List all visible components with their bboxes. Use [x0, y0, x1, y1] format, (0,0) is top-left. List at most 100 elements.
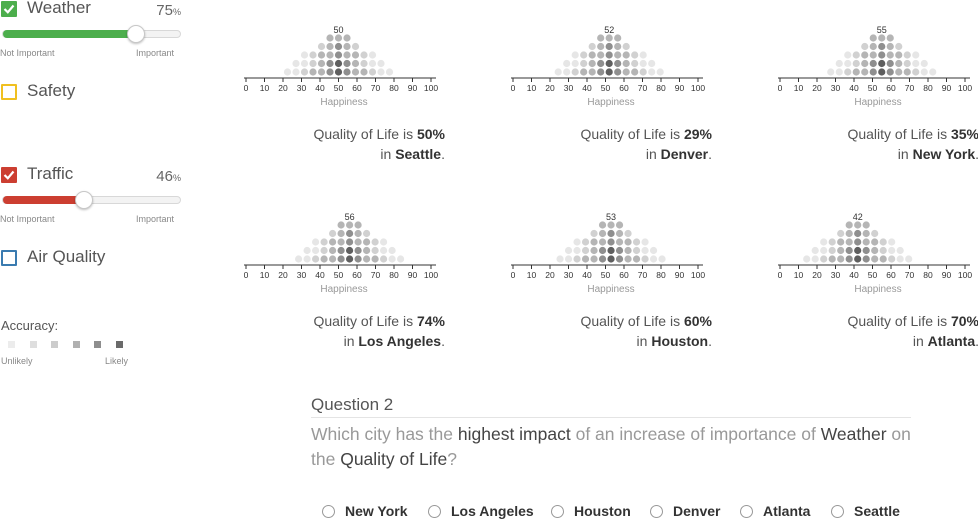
x-axis-tick-label: 90: [408, 83, 418, 93]
happiness-dot: [363, 255, 371, 263]
city-name: Denver: [660, 146, 709, 162]
happiness-dot: [912, 68, 920, 76]
happiness-dot: [854, 238, 862, 246]
happiness-dot: [334, 42, 343, 51]
happiness-dot: [371, 255, 379, 263]
happiness-dot: [343, 42, 351, 51]
quality-of-life-text: Quality of Life is 35%: [847, 126, 978, 142]
happiness-dot: [556, 255, 564, 263]
happiness-dot: [920, 59, 928, 68]
city-card-houston: 53 0 10 20 30 40 50 60 70 80 90 100 Happiness Quality…: [510, 209, 712, 369]
x-axis-tick-label: 0: [511, 83, 516, 93]
happiness-dot: [828, 238, 836, 246]
happiness-dot: [844, 68, 852, 76]
happiness-dot: [573, 255, 581, 263]
happiness-dot: [852, 51, 860, 59]
happiness-dot: [605, 51, 613, 59]
happiness-dot: [845, 255, 853, 263]
radio-button[interactable]: [650, 505, 663, 518]
happiness-dot: [300, 68, 309, 76]
happiness-dot: [632, 255, 641, 263]
accuracy-high-label: Likely: [105, 356, 129, 366]
happiness-dot: [639, 68, 647, 76]
happiness-dot: [820, 255, 828, 263]
happiness-dot: [844, 59, 852, 68]
city-card-los-angeles: 56 0 10 20 30 40 50 60 70 80 90 100 Happiness Quality…: [243, 209, 445, 369]
happiness-dot: [888, 238, 896, 246]
city-prefix: in: [912, 333, 928, 349]
happiness-dot: [607, 246, 615, 255]
happiness-dot: [862, 229, 870, 238]
accuracy-low-label: Unlikely: [1, 356, 33, 366]
accuracy-swatch: [29, 341, 37, 348]
happiness-dot: [605, 68, 613, 76]
happiness-dot: [852, 68, 860, 76]
happiness-dot: [641, 238, 649, 246]
safety-checkbox[interactable]: [1, 84, 17, 100]
happiness-dot: [371, 246, 379, 255]
happiness-dot: [820, 238, 828, 246]
x-axis-tick-label: 20: [812, 83, 822, 93]
happiness-dot: [343, 59, 351, 68]
radio-button[interactable]: [551, 505, 564, 518]
city-suffix: .: [708, 333, 712, 349]
happiness-dot: [837, 246, 845, 255]
happiness-dot: [886, 51, 894, 59]
happiness-dot: [309, 68, 317, 76]
happiness-dot: [320, 255, 328, 263]
city-card-denver: 52 0 10 20 30 40 50 60 70 80 90 100 Happiness Quality…: [510, 22, 712, 182]
weather-checkbox[interactable]: [1, 1, 17, 17]
quality-prefix: Quality of Life is: [847, 313, 951, 329]
air-quality-checkbox[interactable]: [1, 250, 17, 266]
radio-button[interactable]: [740, 505, 753, 518]
happiness-dot: [598, 238, 607, 246]
happiness-dot: [639, 59, 647, 68]
happiness-dot: [811, 255, 819, 263]
traffic-slider-handle[interactable]: [75, 191, 94, 209]
happiness-dot: [312, 238, 320, 246]
traffic-slider-fill: [3, 196, 86, 204]
happiness-dot: [368, 59, 377, 68]
happiness-dot: [862, 255, 870, 263]
radio-button[interactable]: [322, 505, 335, 518]
weather-slider[interactable]: [2, 30, 181, 38]
happiness-dot: [861, 59, 869, 68]
x-axis-tick-label: 100: [958, 270, 972, 280]
x-axis-tick-label: 60: [619, 270, 629, 280]
happiness-dot: [614, 68, 622, 76]
quality-of-life-text: Quality of Life is 74%: [313, 313, 445, 329]
radio-button[interactable]: [428, 505, 441, 518]
safety-label: Safety: [27, 81, 76, 100]
happiness-dot: [343, 51, 351, 59]
traffic-value-number: 46: [156, 168, 173, 185]
happiness-dot: [326, 34, 334, 42]
city-name: Los Angeles: [358, 333, 442, 349]
city-name: Seattle: [395, 146, 442, 162]
happiness-dot: [837, 238, 845, 246]
answer-option-label: Houston: [574, 503, 631, 519]
radio-button[interactable]: [831, 505, 844, 518]
city-suffix: .: [975, 146, 978, 162]
weather-max-label: Important: [136, 48, 175, 58]
happiness-dot: [360, 59, 368, 68]
quality-value: 50%: [416, 126, 445, 142]
happiness-dot: [879, 255, 887, 263]
city-suffix: .: [975, 333, 978, 349]
happiness-dot: [354, 238, 362, 246]
x-axis-tick-label: 70: [905, 83, 915, 93]
city-suffix: .: [441, 333, 445, 349]
traffic-checkbox[interactable]: [1, 167, 17, 183]
happiness-dot: [871, 238, 879, 246]
happiness-dot: [377, 59, 385, 68]
x-axis-tick-label: 20: [278, 83, 288, 93]
weather-slider-handle[interactable]: [127, 25, 146, 43]
happiness-dot: [326, 59, 334, 68]
weather-value: 75%: [121, 2, 181, 19]
quality-prefix: Quality of Life is: [847, 126, 951, 142]
happiness-dot: [649, 246, 658, 255]
x-axis-tick-label: 90: [675, 83, 685, 93]
happiness-dot: [844, 51, 852, 59]
happiness-dot: [878, 42, 886, 51]
x-axis-tick-label: 30: [297, 270, 307, 280]
happiness-dot: [354, 246, 362, 255]
